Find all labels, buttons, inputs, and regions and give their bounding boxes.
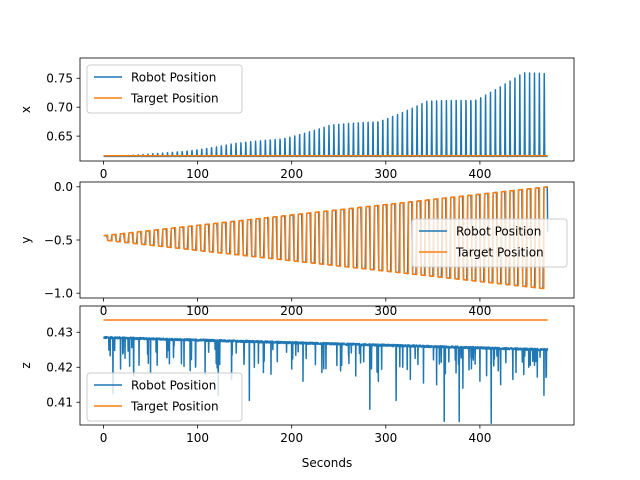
legend-entry-label: Robot Position bbox=[456, 224, 541, 238]
y-tick-label: 0.43 bbox=[46, 326, 73, 340]
x-tick-label: 100 bbox=[186, 304, 209, 318]
y-tick-label: 0.0 bbox=[54, 180, 73, 194]
legend-box bbox=[411, 218, 568, 268]
legend: Robot Position Target Position bbox=[86, 64, 243, 114]
legend-entry-label: Target Position bbox=[130, 399, 219, 413]
legend-entry-label: Target Position bbox=[455, 245, 544, 259]
y-tick-label: −1.0 bbox=[44, 287, 73, 301]
y-tick-label: 0.70 bbox=[46, 100, 73, 114]
series-line-target-position bbox=[102, 186, 549, 290]
legend-box bbox=[86, 372, 243, 422]
y-axis-label: y bbox=[19, 236, 33, 243]
x-tick-label: 200 bbox=[280, 167, 303, 181]
subplot-1: 0 100 200 300 400 0.65 0.70 0.75 x Robot Position… bbox=[19, 57, 575, 181]
y-tick-label: 0.42 bbox=[46, 361, 73, 375]
x-tick-label: 400 bbox=[468, 167, 491, 181]
y-tick-label: 0.65 bbox=[46, 129, 73, 143]
x-tick-label: 0 bbox=[100, 167, 108, 181]
axes-frame bbox=[79, 305, 575, 426]
y-tick-label: 0.75 bbox=[46, 72, 73, 86]
x-tick-label: 0 bbox=[100, 304, 108, 318]
x-tick-label: 400 bbox=[468, 304, 491, 318]
subplots: 0 100 200 300 400 0.65 0.70 0.75 x Robot Position… bbox=[19, 57, 575, 470]
series-line-robot-position bbox=[102, 335, 549, 424]
x-tick-label: 200 bbox=[280, 431, 303, 445]
y-axis-label: z bbox=[19, 362, 33, 368]
legend-entry-label: Robot Position bbox=[131, 378, 216, 392]
x-tick-label: 200 bbox=[280, 304, 303, 318]
subplot-2: 0 100 200 300 400 −1.0 −0.5 0.0 y Robot Position T… bbox=[19, 180, 575, 318]
legend: Robot Position Target Position bbox=[86, 372, 243, 422]
x-tick-label: 300 bbox=[374, 431, 397, 445]
legend-entry-label: Target Position bbox=[130, 91, 219, 105]
x-tick-label: 100 bbox=[186, 431, 209, 445]
x-tick-label: 400 bbox=[468, 431, 491, 445]
axes-frame bbox=[79, 57, 575, 162]
y-tick-label: −0.5 bbox=[44, 233, 73, 247]
y-tick-label: 0.41 bbox=[46, 396, 73, 410]
legend: Robot Position Target Position bbox=[411, 218, 568, 268]
y-axis-label: x bbox=[19, 106, 33, 113]
x-tick-label: 0 bbox=[100, 431, 108, 445]
legend-box bbox=[86, 64, 243, 114]
x-tick-label: 100 bbox=[186, 167, 209, 181]
x-axis-label: Seconds bbox=[302, 456, 352, 470]
subplot-3: 0 100 200 300 400 0.41 0.42 0.43 z Seconds Robot P… bbox=[19, 305, 575, 470]
legend-entry-label: Robot Position bbox=[131, 70, 216, 84]
x-tick-label: 300 bbox=[374, 167, 397, 181]
x-tick-label: 300 bbox=[374, 304, 397, 318]
